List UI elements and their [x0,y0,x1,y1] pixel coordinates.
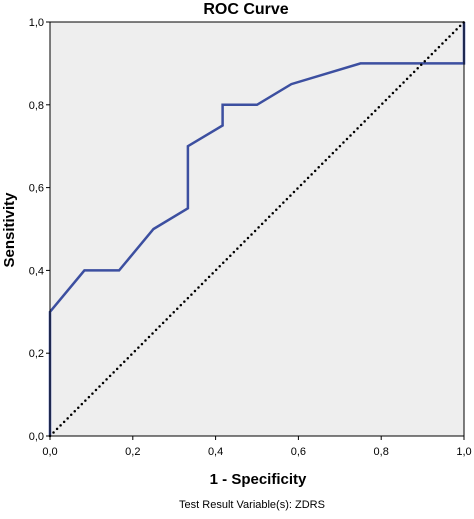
x-tick-label: 0,0 [42,446,57,458]
x-axis-title: 1 - Specificity [210,471,307,488]
y-tick-label: 0,0 [29,431,44,443]
y-axis-title: Sensitivity [1,192,18,268]
plot-frame [49,21,465,437]
x-tick-label: 0,4 [208,446,223,458]
y-tick-label: 1,0 [29,17,44,29]
curves-layer [48,20,466,438]
x-tick-label: 0,6 [291,446,306,458]
y-axis: 0,0 0,2 0,4 0,6 0,8 1,0 [29,17,50,443]
x-tick-label: 0,8 [374,446,389,458]
test-result-footnote: Test Result Variable(s): ZDRS [179,499,325,511]
y-tick-label: 0,6 [29,183,44,195]
x-tick-label: 1,0 [456,446,471,458]
y-tick-label: 0,2 [29,348,44,360]
y-tick-label: 0,8 [29,100,44,112]
roc-curve-line [48,22,466,436]
y-tick-label: 0,4 [29,265,44,277]
x-tick-label: 0,2 [125,446,140,458]
plot-area [50,22,464,436]
chart-title: ROC Curve [203,1,288,18]
x-axis: 0,0 0,2 0,4 0,6 0,8 1,0 [42,436,472,458]
